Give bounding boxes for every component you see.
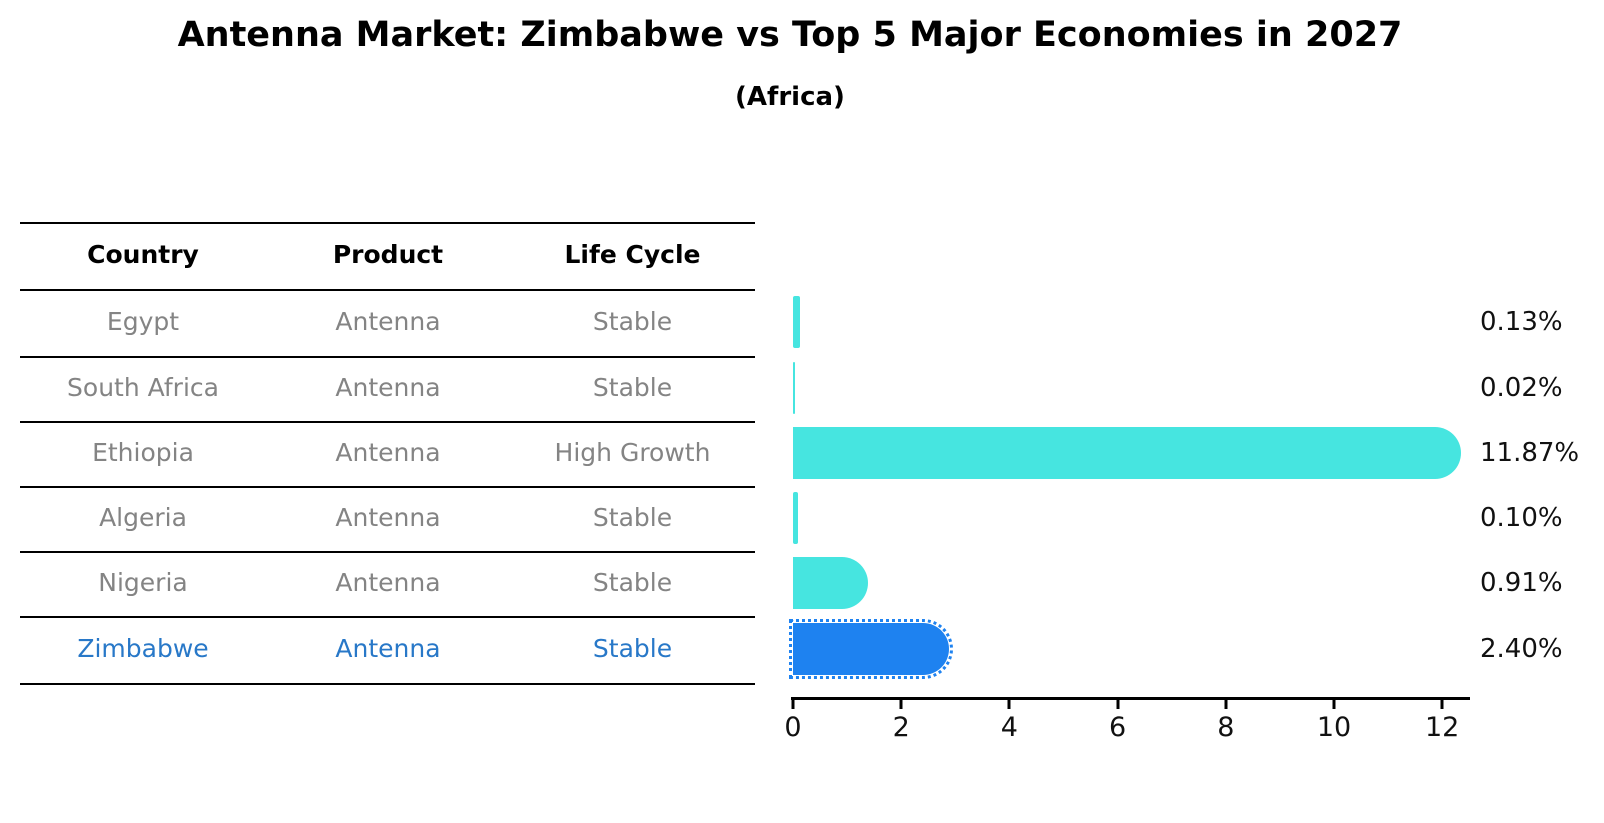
life-cycle-cell: Stable: [592, 307, 673, 336]
life-cycle-cell: Stable: [592, 503, 673, 532]
table-border-line: [20, 289, 755, 291]
table-border-line: [20, 683, 755, 685]
value-label: 2.40%: [1480, 634, 1563, 664]
country-cell: Ethiopia: [92, 438, 194, 467]
chart-subtitle: (Africa): [735, 82, 845, 112]
x-axis-tick-label: 8: [1217, 712, 1235, 743]
column-header-life-cycle: Life Cycle: [564, 240, 701, 269]
life-cycle-cell: Stable: [592, 568, 673, 597]
product-cell: Antenna: [335, 568, 441, 597]
chart-title: Antenna Market: Zimbabwe vs Top 5 Major …: [177, 15, 1403, 55]
column-header-product: Product: [332, 240, 444, 269]
product-cell: Antenna: [335, 503, 441, 532]
country-cell: Algeria: [99, 503, 187, 532]
x-axis-tick-label: 6: [1109, 712, 1127, 743]
table-row: Algeria Antenna Stable: [20, 501, 755, 535]
column-header-country: Country: [87, 240, 199, 269]
value-label: 0.91%: [1480, 568, 1563, 598]
table-row-highlight-zimbabwe: Zimbabwe Antenna Stable: [20, 632, 755, 666]
life-cycle-cell: High Growth: [554, 438, 711, 467]
life-cycle-cell: Stable: [592, 634, 673, 663]
product-cell: Antenna: [335, 438, 441, 467]
bar-south-africa: [793, 362, 795, 414]
table-row: Egypt Antenna Stable: [20, 305, 755, 339]
bar-zimbabwe-highlighted: [789, 619, 953, 679]
x-axis-tick-label: 4: [1000, 712, 1018, 743]
x-axis-tick: [899, 700, 903, 709]
table-header-row: Country Product Life Cycle: [20, 238, 755, 272]
bar-ethiopia: [793, 427, 1462, 479]
value-label: 0.13%: [1480, 307, 1563, 337]
life-cycle-cell: Stable: [592, 373, 673, 402]
x-axis-tick-label: 12: [1425, 712, 1460, 743]
x-axis-tick: [1224, 700, 1228, 709]
product-cell: Antenna: [335, 373, 441, 402]
country-cell: South Africa: [67, 373, 219, 402]
country-cell: Egypt: [106, 307, 180, 336]
bar-egypt: [793, 296, 801, 348]
table-border-line: [20, 356, 755, 358]
bar-nigeria: [793, 557, 869, 609]
x-axis-tick-label: 0: [784, 712, 802, 743]
value-label: 11.87%: [1480, 438, 1580, 468]
x-axis-tick: [1116, 700, 1120, 709]
x-axis-tick: [1440, 700, 1444, 709]
country-cell: Zimbabwe: [77, 634, 209, 663]
table-border-line: [20, 486, 755, 488]
x-axis-tick-label: 2: [892, 712, 910, 743]
product-cell: Antenna: [335, 634, 441, 663]
table-border-line: [20, 421, 755, 423]
table-border-line: [20, 616, 755, 618]
table-row: Ethiopia Antenna High Growth: [20, 436, 755, 470]
x-axis-tick-label: 10: [1316, 712, 1352, 743]
table-row: South Africa Antenna Stable: [20, 371, 755, 405]
x-axis-tick: [1332, 700, 1336, 709]
table-row: Nigeria Antenna Stable: [20, 566, 755, 600]
product-cell: Antenna: [335, 307, 441, 336]
bar-algeria: [793, 492, 799, 544]
x-axis-tick: [791, 700, 795, 709]
table-border-line: [20, 222, 755, 224]
table-border-line: [20, 551, 755, 553]
value-label: 0.10%: [1480, 503, 1563, 533]
value-label: 0.02%: [1480, 373, 1563, 403]
x-axis-line: [791, 697, 1470, 700]
country-cell: Nigeria: [98, 568, 188, 597]
x-axis-tick: [1007, 700, 1011, 709]
